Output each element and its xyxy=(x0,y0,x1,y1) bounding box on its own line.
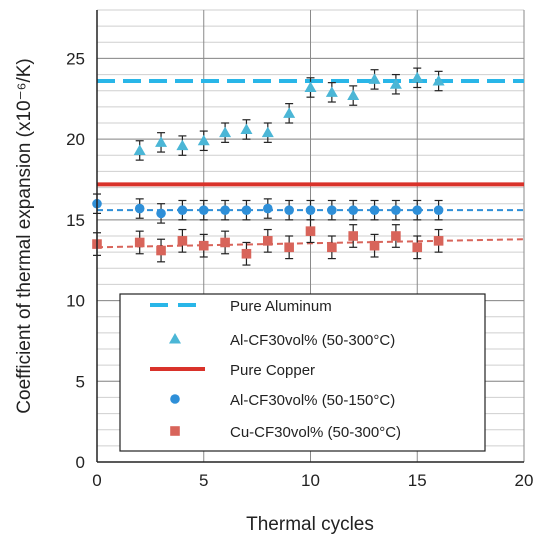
y-tick-labels: 0 5 10 15 20 25 xyxy=(66,49,85,472)
square-marker xyxy=(263,236,273,246)
circle-marker xyxy=(220,205,230,215)
triangle-marker xyxy=(411,71,424,83)
legend-box xyxy=(119,293,486,452)
triangle-marker xyxy=(240,123,253,134)
circle-marker xyxy=(391,205,401,215)
triangle-marker xyxy=(155,136,168,147)
circle-marker xyxy=(263,203,273,214)
square-marker xyxy=(177,236,188,246)
triangle-marker xyxy=(347,89,360,101)
triangle-marker xyxy=(261,126,274,138)
square-marker xyxy=(305,226,316,236)
triangle-marker xyxy=(432,75,445,86)
square-marker xyxy=(170,426,180,436)
circle-marker xyxy=(348,205,359,215)
x-tick-label: 15 xyxy=(408,471,427,490)
square-marker xyxy=(284,242,294,253)
circle-marker xyxy=(134,203,145,214)
circle-marker xyxy=(177,205,188,215)
circle-marker xyxy=(369,205,380,215)
triangle-marker xyxy=(169,333,181,344)
y-tick-label: 0 xyxy=(76,453,85,472)
x-tick-label: 20 xyxy=(515,471,534,490)
square-marker xyxy=(134,237,145,248)
axes xyxy=(96,10,524,463)
circle-marker xyxy=(156,208,166,219)
x-tick-label: 10 xyxy=(301,471,320,490)
legend-label-al-cf30-50-300: Al-CF30vol% (50-300°C) xyxy=(230,332,395,349)
legend-label-pure-copper: Pure Copper xyxy=(230,362,315,379)
y-tick-label: 20 xyxy=(66,130,85,149)
circle-marker xyxy=(284,205,294,215)
x-tick-labels: 0 5 10 15 20 xyxy=(92,471,533,490)
square-marker xyxy=(348,231,358,241)
circle-marker xyxy=(305,205,316,215)
square-marker xyxy=(327,242,337,253)
y-tick-label: 5 xyxy=(76,372,85,391)
square-marker xyxy=(369,240,380,251)
triangle-marker xyxy=(368,73,381,84)
triangle-marker xyxy=(219,126,232,138)
legend-label-cu-cf30-50-300: Cu-CF30vol% (50-300°C) xyxy=(230,424,401,441)
triangle-marker xyxy=(389,78,402,89)
square-marker xyxy=(198,240,209,251)
triangle-marker xyxy=(176,139,189,151)
circle-marker xyxy=(412,205,423,215)
triangle-marker xyxy=(197,134,210,146)
y-axis-title: Coefficient of thermal expansion (x10⁻⁶/… xyxy=(14,58,35,413)
square-marker xyxy=(156,245,166,256)
circle-marker xyxy=(170,394,180,404)
square-marker xyxy=(241,248,252,259)
x-tick-label: 0 xyxy=(92,471,101,490)
x-tick-label: 5 xyxy=(199,471,208,490)
circle-marker xyxy=(198,205,209,215)
legend-label-al-cf30-50-150: Al-CF30vol% (50-150°C) xyxy=(230,392,395,409)
circle-marker xyxy=(327,205,337,215)
y-tick-label: 25 xyxy=(66,49,85,68)
triangle-marker xyxy=(325,86,338,97)
data-marks xyxy=(92,67,445,266)
square-marker xyxy=(412,242,423,253)
square-marker xyxy=(391,231,401,241)
triangle-marker xyxy=(304,81,317,92)
triangle-marker xyxy=(283,107,296,118)
circle-marker xyxy=(241,205,252,215)
square-marker xyxy=(433,236,444,246)
legend: Pure Aluminum Al-CF30vol% (50-300°C) Pur… xyxy=(119,293,486,452)
x-axis-title: Thermal cycles xyxy=(246,514,374,535)
y-tick-label: 10 xyxy=(66,292,85,311)
triangle-marker xyxy=(133,144,146,155)
circle-marker xyxy=(433,205,444,215)
trend-line xyxy=(96,238,525,249)
legend-label-pure-aluminum: Pure Aluminum xyxy=(230,298,332,315)
square-marker xyxy=(220,237,230,248)
legend-symbols xyxy=(150,303,205,436)
y-tick-label: 15 xyxy=(66,211,85,230)
